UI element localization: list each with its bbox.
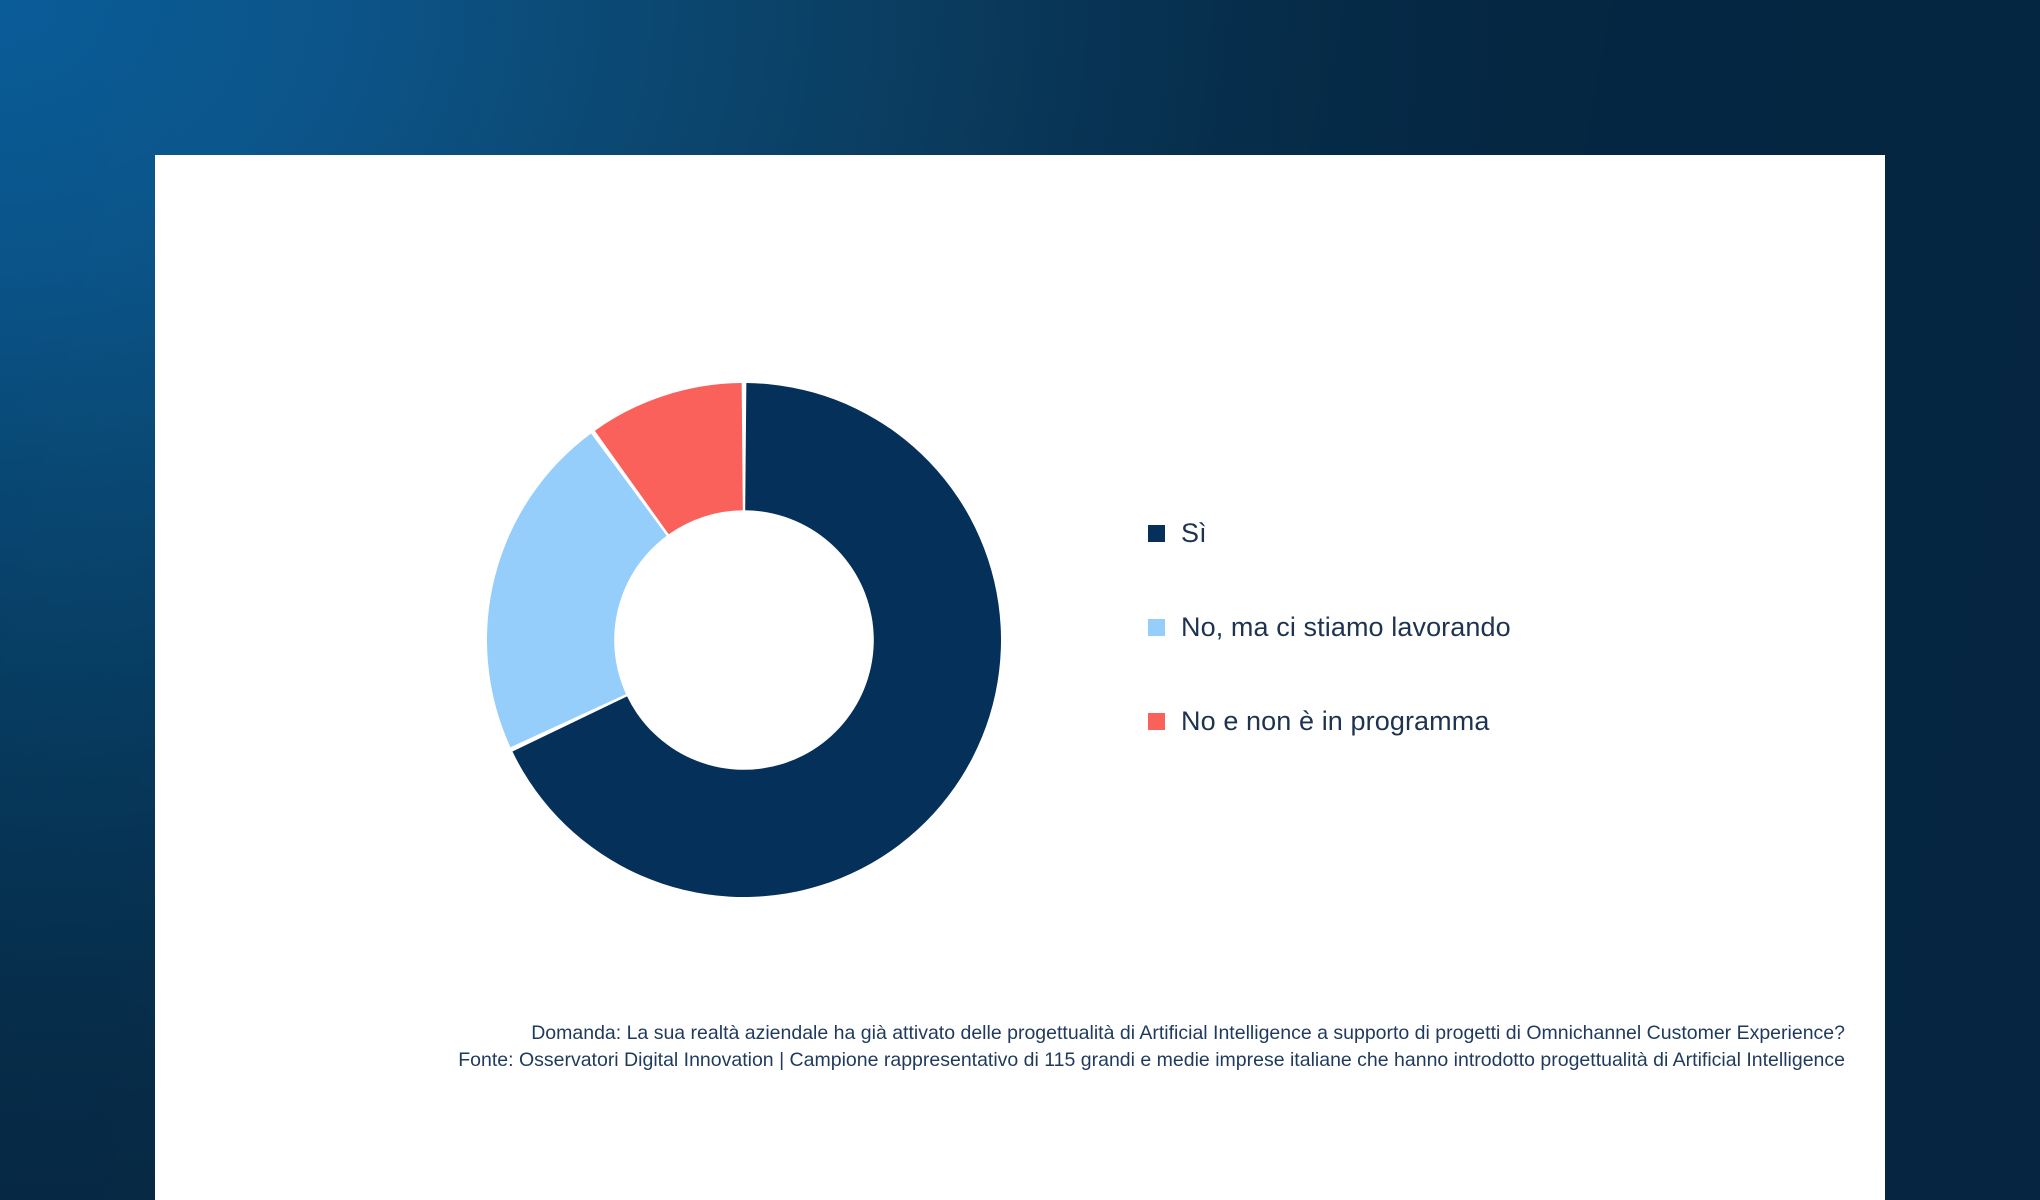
donut-chart: [487, 383, 1001, 897]
footnote-question: Domanda: La sua realtà aziendale ha già …: [531, 1022, 1845, 1044]
donut-slice[interactable]: [594, 383, 743, 535]
legend-item-si[interactable]: Sì: [1148, 518, 1848, 548]
content-card: Sì No, ma ci stiamo lavorando No e non è…: [155, 155, 1885, 1200]
legend-item-label: Sì: [1181, 518, 1207, 548]
donut-slices: [487, 383, 1001, 897]
donut-slice[interactable]: [512, 383, 1001, 897]
footnote-source: Fonte: Osservatori Digital Innovation | …: [458, 1049, 1845, 1071]
legend-swatch-icon: [1148, 712, 1165, 730]
donut-chart-svg: [487, 383, 1001, 897]
footnote: Domanda: La sua realtà aziendale ha già …: [205, 1020, 1845, 1074]
legend-item-label: No, ma ci stiamo lavorando: [1181, 612, 1511, 642]
legend-swatch-icon: [1148, 524, 1165, 542]
legend-item-label: No e non è in programma: [1181, 706, 1490, 736]
legend-item-no-ma-ci-stiamo-lavorando[interactable]: No, ma ci stiamo lavorando: [1148, 612, 1848, 642]
legend-swatch-icon: [1148, 618, 1165, 636]
chart-legend: Sì No, ma ci stiamo lavorando No e non è…: [1148, 518, 1848, 736]
legend-item-no-e-non-e-in-programma[interactable]: No e non è in programma: [1148, 706, 1848, 736]
donut-slice[interactable]: [487, 433, 667, 748]
